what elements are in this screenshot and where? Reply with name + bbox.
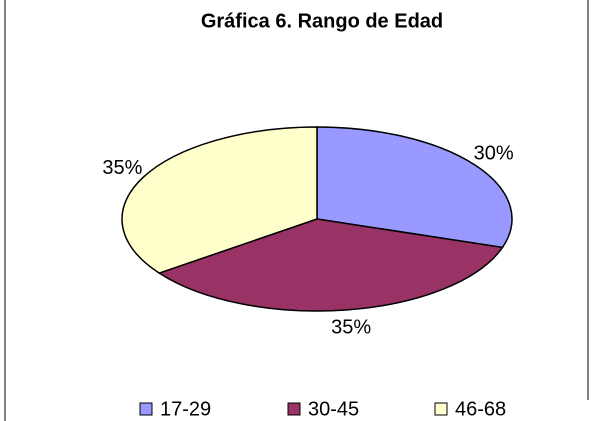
chart-title: Gráfica 6. Rango de Edad — [201, 10, 443, 32]
legend-label: 30-45 — [308, 398, 359, 420]
legend-swatch — [139, 402, 153, 416]
legend-swatch — [434, 402, 448, 416]
legend-label: 46-68 — [455, 398, 506, 420]
legend-label: 17-29 — [160, 398, 211, 420]
legend-swatch — [287, 402, 301, 416]
pie-slice — [316, 126, 513, 249]
data-label: 35% — [102, 157, 142, 179]
pie-slice — [157, 218, 504, 312]
frame — [4, 0, 589, 421]
data-label: 30% — [474, 142, 514, 164]
data-label: 35% — [331, 316, 371, 338]
pie-slice — [121, 126, 318, 274]
